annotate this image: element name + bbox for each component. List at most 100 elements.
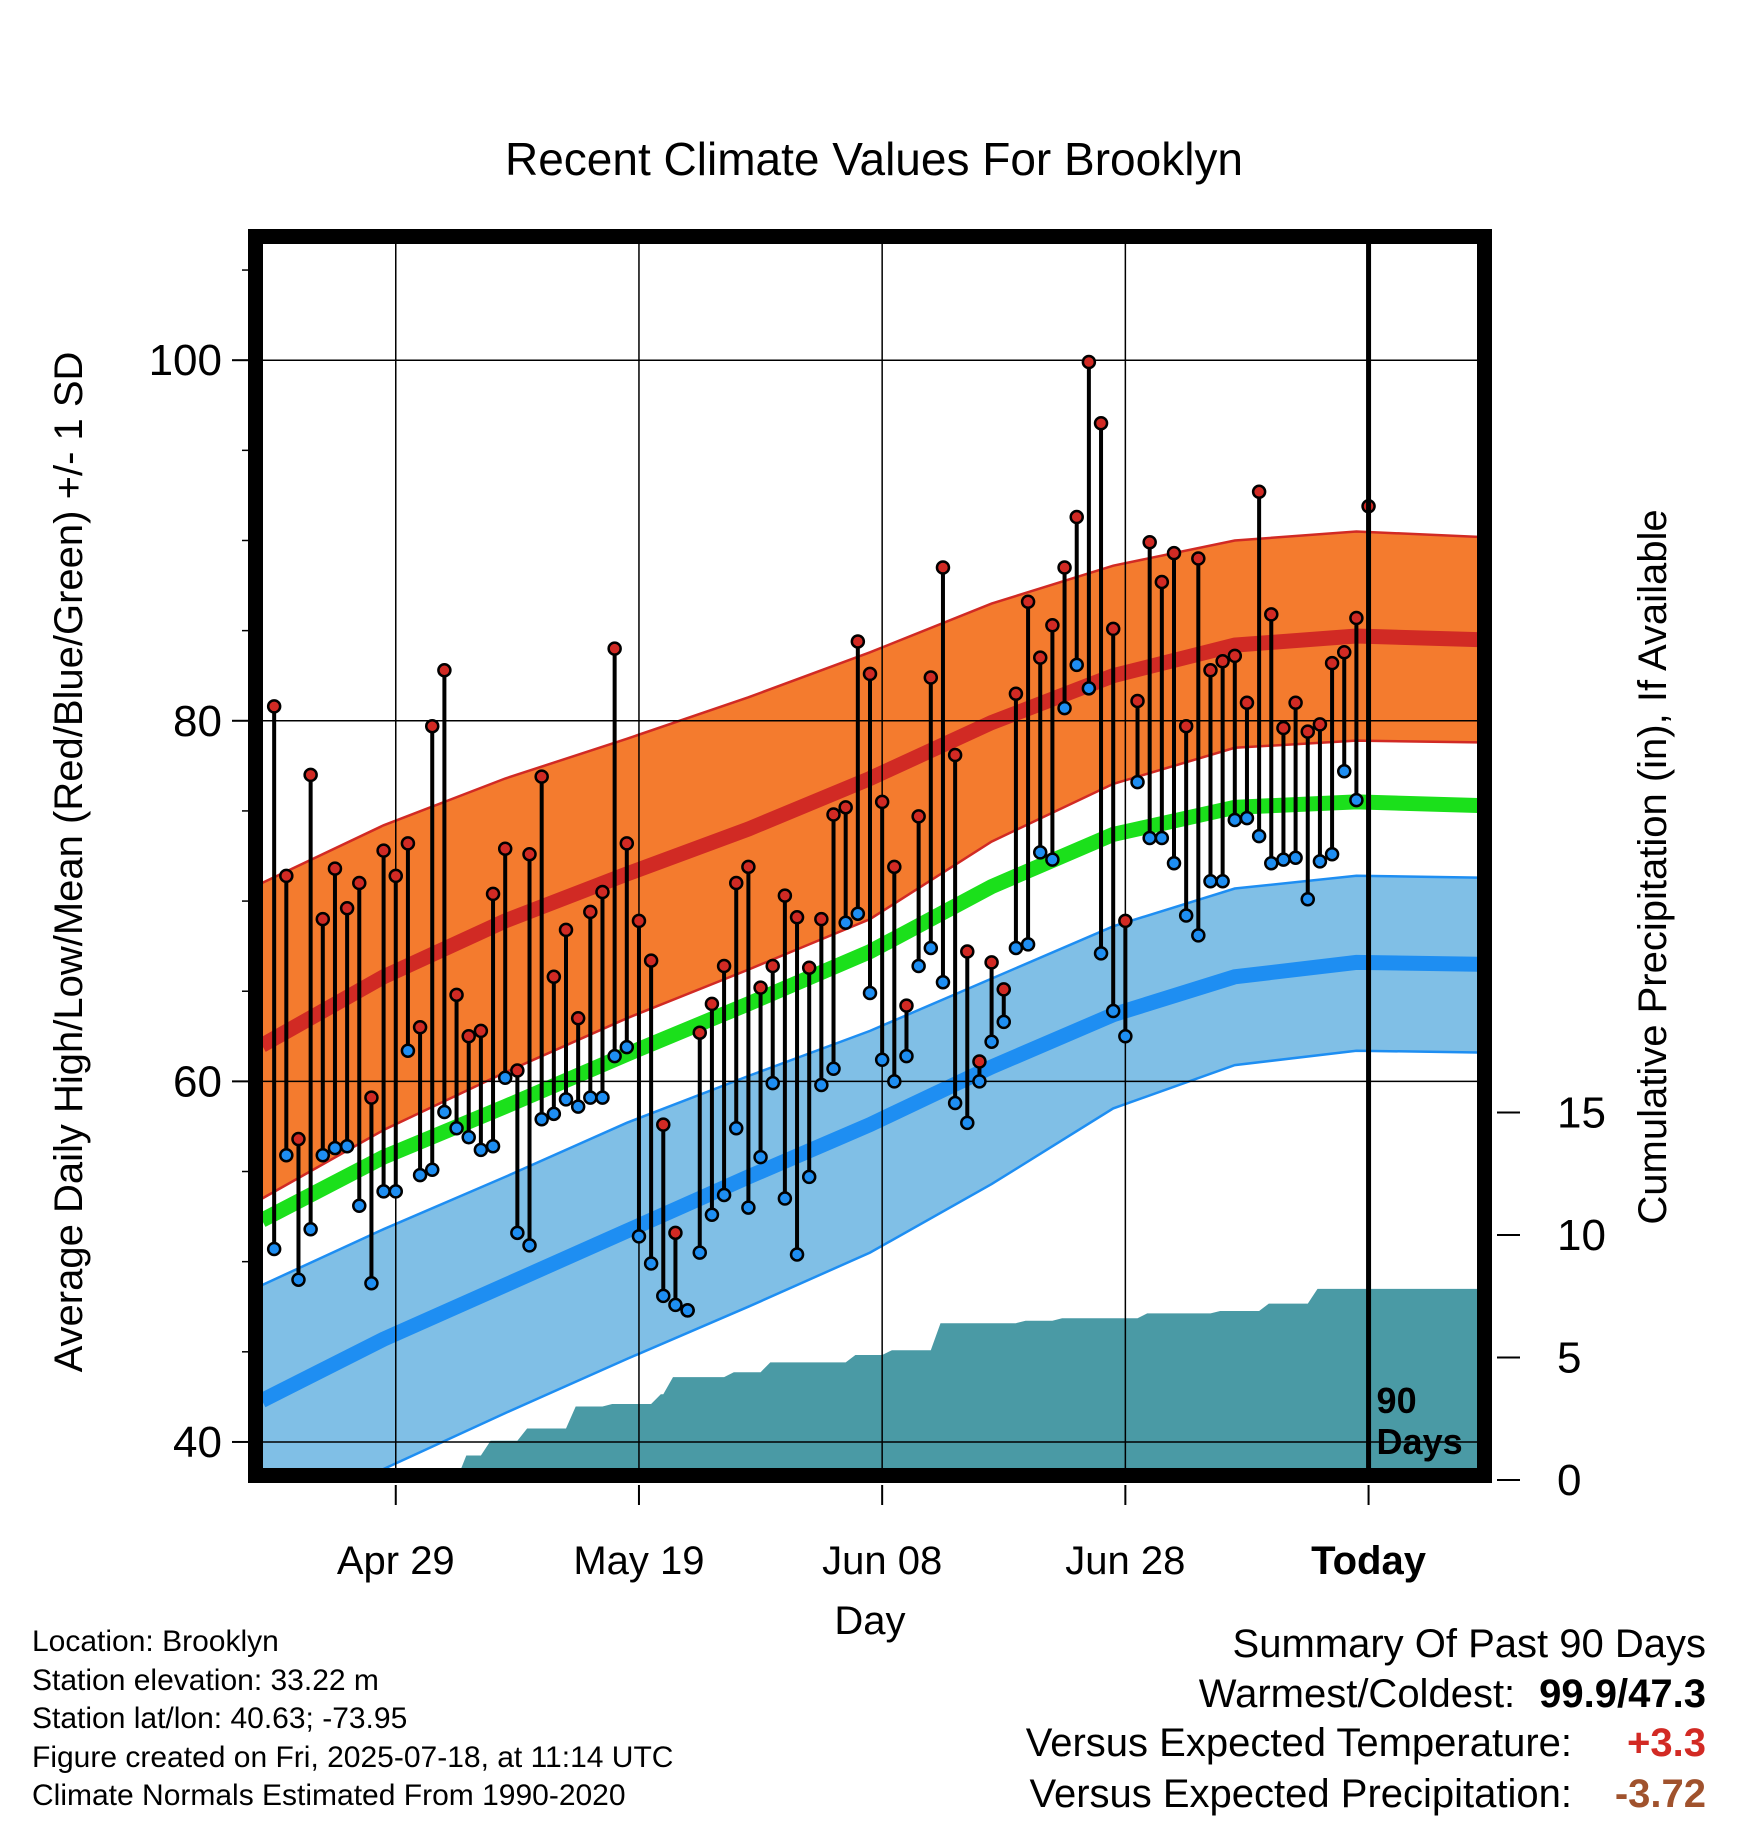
daily-low-point bbox=[339, 1139, 355, 1154]
daily-low-point bbox=[1081, 681, 1097, 696]
daily-high-point bbox=[704, 996, 720, 1012]
daily-high-point bbox=[424, 718, 440, 734]
low-sd-band bbox=[262, 875, 1478, 1469]
chart-title: Recent Climate Values For Brooklyn bbox=[505, 133, 1243, 185]
daily-low-point bbox=[485, 1139, 501, 1154]
location-text: Location: Brooklyn bbox=[32, 1625, 279, 1658]
daily-low-point bbox=[826, 1061, 841, 1076]
daily-high-point bbox=[1264, 607, 1279, 622]
warm-cold-label: Warmest/Coldest: bbox=[1198, 1672, 1516, 1716]
daily-low-point bbox=[546, 1106, 562, 1122]
daily-high-point bbox=[364, 1090, 379, 1105]
daily-low-point bbox=[874, 1052, 890, 1067]
daily-high-point bbox=[1093, 416, 1109, 431]
daily-high-point bbox=[814, 911, 829, 927]
daily-high-point bbox=[741, 859, 756, 875]
daily-high-point bbox=[437, 663, 452, 678]
daily-low-point bbox=[352, 1198, 367, 1214]
daily-low-point bbox=[923, 940, 939, 956]
daily-low-point bbox=[1324, 846, 1340, 862]
daily-high-point bbox=[1191, 551, 1206, 566]
station-info: Location: Brooklyn Station elevation: 33… bbox=[32, 1623, 673, 1816]
daily-low-point bbox=[801, 1169, 817, 1185]
daily-high-point bbox=[595, 884, 610, 900]
daily-low-point bbox=[327, 1140, 343, 1156]
daily-high-point bbox=[887, 859, 902, 875]
summary-title: Summary Of Past 90 Days bbox=[1232, 1622, 1706, 1666]
daily-low-point bbox=[497, 1070, 513, 1086]
daily-low-point bbox=[534, 1111, 549, 1127]
temp-value: +3.3 bbox=[1627, 1721, 1706, 1765]
x-axis-label: Day bbox=[834, 1599, 905, 1643]
daily-high-point bbox=[1336, 645, 1352, 660]
x-tick-label: Jun 08 bbox=[822, 1539, 942, 1583]
daily-low-point bbox=[1251, 828, 1267, 844]
daily-low-point bbox=[558, 1092, 574, 1107]
daily-high-point bbox=[947, 747, 963, 763]
daily-low-point bbox=[1215, 873, 1230, 889]
created-text: Figure created on Fri, 2025-07-18, at 11… bbox=[32, 1740, 674, 1774]
daily-low-point bbox=[1142, 830, 1157, 846]
x-tick-label: May 19 bbox=[573, 1539, 704, 1583]
daily-low-point bbox=[1191, 928, 1206, 943]
daily-high-point bbox=[412, 1020, 428, 1035]
daily-high-point bbox=[1142, 535, 1157, 550]
daily-low-point bbox=[1154, 830, 1170, 846]
daily-high-point bbox=[303, 767, 318, 783]
daily-low-point bbox=[595, 1090, 610, 1105]
daily-high-point bbox=[485, 886, 501, 902]
daily-high-point bbox=[984, 955, 999, 970]
y-tick-label: 80 bbox=[173, 697, 222, 746]
daily-high-point bbox=[1300, 724, 1316, 739]
latlon-text: Station lat/lon: 40.63; -73.95 bbox=[32, 1702, 408, 1735]
x-tick-label: Apr 29 bbox=[337, 1539, 455, 1583]
daily-high-point bbox=[583, 904, 598, 920]
daily-high-point bbox=[376, 843, 391, 858]
daily-low-point bbox=[364, 1276, 379, 1291]
daily-low-point bbox=[1118, 1029, 1133, 1044]
daily-high-point bbox=[1154, 574, 1170, 590]
daily-low-point bbox=[1227, 812, 1243, 828]
daily-low-point bbox=[899, 1048, 914, 1064]
daily-high-point bbox=[546, 969, 562, 985]
daily-high-point bbox=[777, 888, 793, 903]
daily-high-point bbox=[1081, 354, 1097, 370]
y-axis-label: Average Daily High/Low/Mean (Red/Blue/Gr… bbox=[47, 352, 91, 1373]
daily-low-point bbox=[570, 1099, 586, 1114]
precip-label: Versus Expected Precipitation: bbox=[1029, 1772, 1572, 1816]
daily-high-point bbox=[1349, 610, 1364, 626]
daily-high-point bbox=[1203, 663, 1218, 678]
y2-tick-label: 10 bbox=[1557, 1211, 1606, 1260]
daily-low-point bbox=[1300, 892, 1316, 907]
daily-high-point bbox=[1130, 693, 1145, 709]
daily-high-point bbox=[874, 794, 890, 810]
daily-high-point bbox=[1324, 655, 1340, 671]
daily-low-point bbox=[1349, 792, 1364, 808]
today-days-number: 90 bbox=[1377, 1380, 1417, 1421]
plot-frame bbox=[248, 229, 1492, 1483]
daily-low-point bbox=[400, 1043, 416, 1058]
daily-low-point bbox=[935, 974, 951, 990]
daily-low-point bbox=[1093, 946, 1109, 961]
daily-low-point bbox=[704, 1207, 720, 1223]
daily-high-point bbox=[400, 836, 416, 851]
daily-high-point bbox=[972, 1054, 987, 1069]
daily-low-point bbox=[1130, 774, 1145, 790]
summary-warm-cold: Warmest/Coldest: 99.9/47.3 bbox=[1199, 1672, 1706, 1717]
daily-low-point bbox=[412, 1167, 428, 1183]
daily-high-point bbox=[534, 769, 549, 784]
daily-high-point bbox=[935, 560, 951, 575]
precipitation-area bbox=[444, 1288, 1478, 1469]
daily-low-point bbox=[631, 1229, 647, 1244]
daily-high-point bbox=[862, 666, 878, 682]
daily-high-point bbox=[923, 670, 939, 685]
daily-high-point bbox=[1166, 545, 1182, 561]
low-normal-line bbox=[262, 954, 1478, 1408]
daily-low-point bbox=[1032, 845, 1048, 860]
daily-high-point bbox=[352, 875, 367, 891]
y2-tick-label: 15 bbox=[1557, 1089, 1606, 1138]
daily-low-point bbox=[984, 1034, 999, 1049]
daily-low-point bbox=[388, 1184, 404, 1199]
axis-labels: 40 60 80 100 0 5 10 15 Apr 29 May 19 Jun 08 Jun 28 T… bbox=[47, 269, 1675, 1643]
